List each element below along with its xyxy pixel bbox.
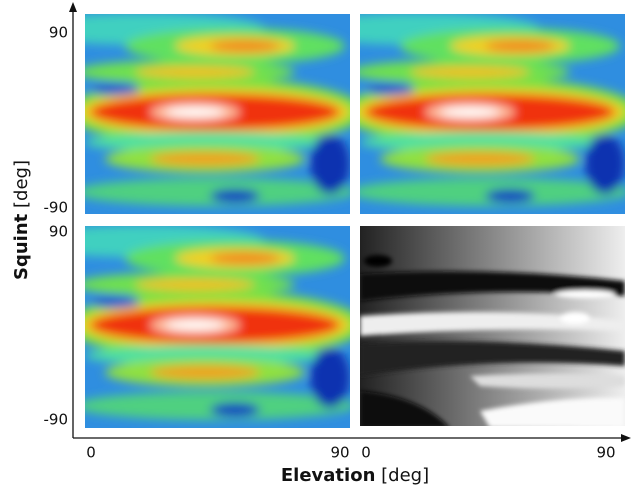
x-label-name: Elevation xyxy=(281,465,376,486)
phase-map xyxy=(360,226,625,426)
heatmap xyxy=(300,13,634,214)
x-tick-label: 0 xyxy=(86,444,96,462)
heatmap xyxy=(25,225,365,428)
heatmap xyxy=(25,13,365,214)
x-tick-label: 0 xyxy=(361,444,371,462)
y-tick-label: -90 xyxy=(44,199,69,217)
y-arrow xyxy=(69,2,77,12)
y-tick-label: -90 xyxy=(44,411,69,429)
x-label-unit: [deg] xyxy=(381,465,429,486)
y-label-name: Squint xyxy=(11,213,32,280)
y-axis-label: Squint [deg] xyxy=(11,160,32,280)
y-tick-label: 90 xyxy=(49,24,68,42)
x-tick-label: 90 xyxy=(330,444,349,462)
x-axis-label: Elevation [deg] xyxy=(281,465,429,486)
x-tick-label: 90 xyxy=(596,444,615,462)
y-tick-label: 90 xyxy=(49,223,68,241)
y-label-unit: [deg] xyxy=(11,160,32,208)
x-arrow xyxy=(621,434,631,442)
